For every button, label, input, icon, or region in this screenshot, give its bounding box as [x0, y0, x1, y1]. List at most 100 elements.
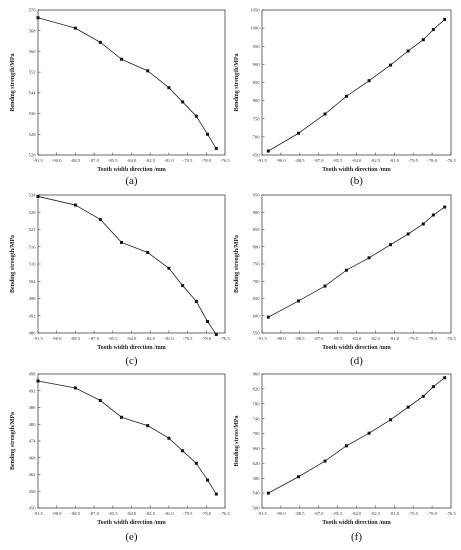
data-point: [297, 299, 301, 303]
y-tick-label: 800: [253, 244, 261, 249]
data-point: [98, 40, 102, 44]
series-line: [37, 17, 217, 149]
y-tick-label: 552: [29, 70, 37, 75]
data-point: [297, 475, 301, 479]
y-tick-label: 480: [29, 422, 37, 427]
data-point: [406, 232, 410, 236]
y-tick-label: 468: [29, 455, 37, 460]
y-tick-label: 950: [253, 44, 261, 49]
x-tick-label: -87.0: [89, 336, 99, 341]
y-tick-label: 750: [253, 262, 261, 267]
x-tick-label: -82.5: [145, 511, 155, 516]
x-tick-label: -88.5: [295, 511, 305, 516]
data-point: [443, 205, 447, 209]
x-tick-label: -85.5: [108, 158, 118, 163]
data-point: [98, 217, 102, 221]
y-tick-label: 486: [29, 405, 37, 410]
x-tick-label: -79.5: [408, 511, 418, 516]
data-point: [431, 28, 435, 32]
y-axis-label: Bending strength/MPa: [234, 53, 240, 111]
data-point: [431, 213, 435, 217]
series-line: [268, 377, 445, 494]
x-tick-label: -79.5: [183, 336, 193, 341]
data-point: [443, 376, 447, 380]
y-tick-label: 700: [253, 431, 261, 436]
x-tick-label: -81.0: [390, 511, 400, 516]
x-tick-label: -85.5: [108, 336, 118, 341]
y-axis-label: Bending strength/MPa: [10, 412, 16, 470]
x-tick-label: -87.0: [314, 336, 324, 341]
x-tick-label: -85.5: [333, 336, 343, 341]
data-point: [297, 131, 301, 135]
data-point: [389, 418, 393, 422]
y-tick-label: 522: [29, 227, 37, 232]
data-point: [181, 100, 185, 104]
x-tick-label: -76.5: [220, 336, 230, 341]
plot-frame: [37, 9, 226, 156]
data-point: [73, 203, 77, 207]
y-tick-label: 456: [29, 489, 37, 494]
x-tick-label: -84.0: [352, 158, 362, 163]
data-point: [344, 444, 348, 448]
data-point: [146, 251, 150, 254]
y-tick-label: 950: [253, 193, 261, 198]
y-tick-label: 528: [29, 132, 37, 137]
y-tick-label: 850: [253, 227, 261, 232]
data-point: [36, 379, 40, 383]
data-point: [266, 149, 270, 153]
x-tick-label: -78.0: [202, 511, 212, 516]
x-tick-label: -76.5: [446, 511, 456, 516]
data-point: [194, 461, 198, 465]
data-point: [194, 114, 198, 118]
plot-frame: [37, 373, 226, 509]
data-point: [206, 132, 210, 136]
x-tick-label: -88.5: [71, 158, 81, 163]
y-tick-label: 520: [29, 153, 37, 158]
data-point: [431, 385, 435, 389]
data-point: [214, 147, 218, 151]
data-point: [323, 112, 327, 116]
data-point: [367, 79, 371, 83]
y-tick-label: 540: [253, 491, 261, 496]
series-line: [37, 196, 217, 335]
x-axis-label: Tooth width direction /mm: [322, 345, 391, 351]
chart-panel-1: -91.5 -90.0 -88.5 -87.0 -85.5 -84.0 -82.5 -81.0…: [10, 8, 230, 187]
y-tick-label: 544: [29, 90, 37, 95]
y-tick-label: 474: [29, 439, 37, 444]
data-point: [146, 424, 150, 428]
x-axis-label: Tooth width direction /mm: [322, 520, 391, 526]
x-tick-label: -84.0: [127, 511, 137, 516]
data-point: [214, 332, 218, 336]
data-point: [181, 449, 185, 453]
y-tick-label: 620: [253, 461, 261, 466]
x-tick-label: -76.5: [446, 158, 456, 163]
x-tick-label: -82.5: [371, 336, 381, 341]
data-point: [73, 386, 77, 390]
data-point: [206, 320, 210, 323]
x-tick-label: -78.0: [427, 511, 437, 516]
x-tick-label: -90.0: [52, 336, 62, 341]
series-line: [268, 19, 445, 152]
x-axis-label: Tooth width direction /mm: [97, 520, 166, 526]
y-tick-label: 560: [29, 49, 37, 54]
x-tick-label: -78.0: [427, 158, 437, 163]
y-tick-label: 450: [29, 506, 37, 511]
chart-panel-6: -91.5 -90.0 -88.5 -87.0 -85.5 -84.0 -82.5 -81.0…: [234, 372, 456, 543]
data-point: [120, 415, 124, 419]
y-tick-label: 492: [29, 313, 37, 318]
panel-label: (b): [350, 175, 363, 187]
y-tick-label: 536: [29, 111, 37, 116]
data-point: [406, 405, 410, 409]
y-tick-label: 568: [29, 28, 37, 33]
data-point: [367, 431, 371, 435]
x-tick-label: -81.0: [164, 158, 174, 163]
data-point: [181, 284, 185, 288]
x-tick-label: -87.0: [314, 511, 324, 516]
x-axis-label: Tooth width direction /mm: [97, 167, 166, 173]
plot-frame: [37, 194, 226, 334]
data-point: [206, 478, 210, 482]
x-tick-label: -76.5: [220, 511, 230, 516]
y-axis-label: Bending stress/MPa: [234, 415, 240, 466]
series-line: [268, 206, 445, 318]
